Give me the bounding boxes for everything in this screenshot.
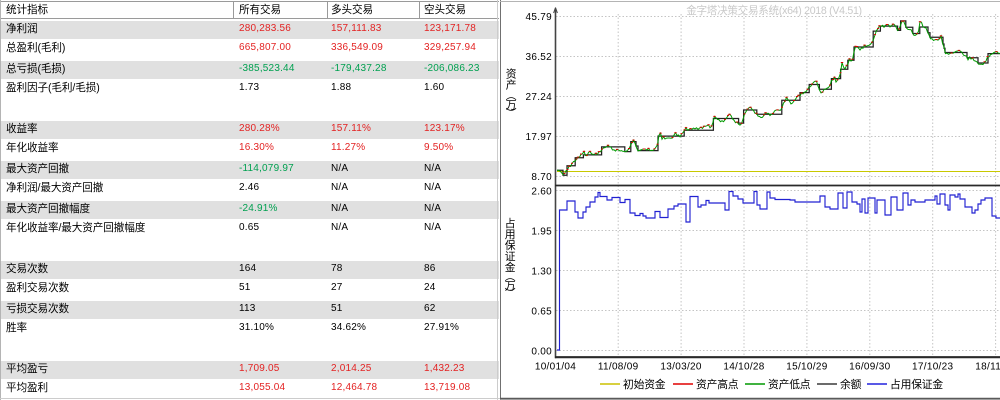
svg-text:11/08/09: 11/08/09 (598, 362, 639, 373)
svg-text:初始资金: 初始资金 (623, 376, 666, 392)
svg-text:2.60: 2.60 (531, 187, 552, 198)
svg-text:保: 保 (505, 237, 516, 253)
svg-text:0.65: 0.65 (531, 307, 552, 318)
svg-text:占: 占 (505, 215, 516, 231)
svg-text:资: 资 (506, 66, 517, 82)
svg-text:1.30: 1.30 (531, 267, 552, 278)
svg-text:10/01/04: 10/01/04 (535, 362, 576, 373)
svg-text:16/09/30: 16/09/30 (849, 362, 890, 373)
svg-text:占用保证金: 占用保证金 (890, 376, 943, 392)
svg-text:万: 万 (506, 97, 517, 113)
svg-text:0.00: 0.00 (531, 347, 552, 358)
svg-text:︶: ︶ (505, 285, 516, 301)
svg-text:用: 用 (505, 226, 516, 242)
svg-text:余额: 余额 (840, 376, 862, 392)
svg-text:18/11/26: 18/11/26 (975, 362, 1000, 373)
svg-text:15/10/29: 15/10/29 (786, 362, 827, 373)
svg-text:27.24: 27.24 (525, 92, 552, 103)
svg-text:万: 万 (505, 278, 516, 294)
svg-text:资产低点: 资产低点 (768, 376, 811, 392)
svg-text:45.79: 45.79 (525, 12, 552, 23)
svg-text:8.70: 8.70 (531, 172, 552, 183)
svg-text:17/10/23: 17/10/23 (912, 362, 953, 373)
svg-text:︵: ︵ (505, 268, 516, 284)
svg-text:17.97: 17.97 (525, 132, 552, 143)
svg-text:14/10/28: 14/10/28 (723, 362, 764, 373)
svg-text:13/03/20: 13/03/20 (660, 362, 701, 373)
svg-text:产: 产 (506, 77, 517, 93)
svg-text:证: 证 (505, 248, 516, 264)
svg-text:36.52: 36.52 (525, 52, 552, 63)
svg-text:金: 金 (505, 259, 516, 275)
svg-text:︵: ︵ (506, 87, 517, 103)
svg-text:1.95: 1.95 (531, 227, 552, 238)
svg-text:金字塔决策交易系统(x64) 2018 (V4.51): 金字塔决策交易系统(x64) 2018 (V4.51) (686, 3, 862, 18)
svg-text:资产高点: 资产高点 (696, 376, 739, 392)
svg-text:︶: ︶ (506, 105, 517, 121)
